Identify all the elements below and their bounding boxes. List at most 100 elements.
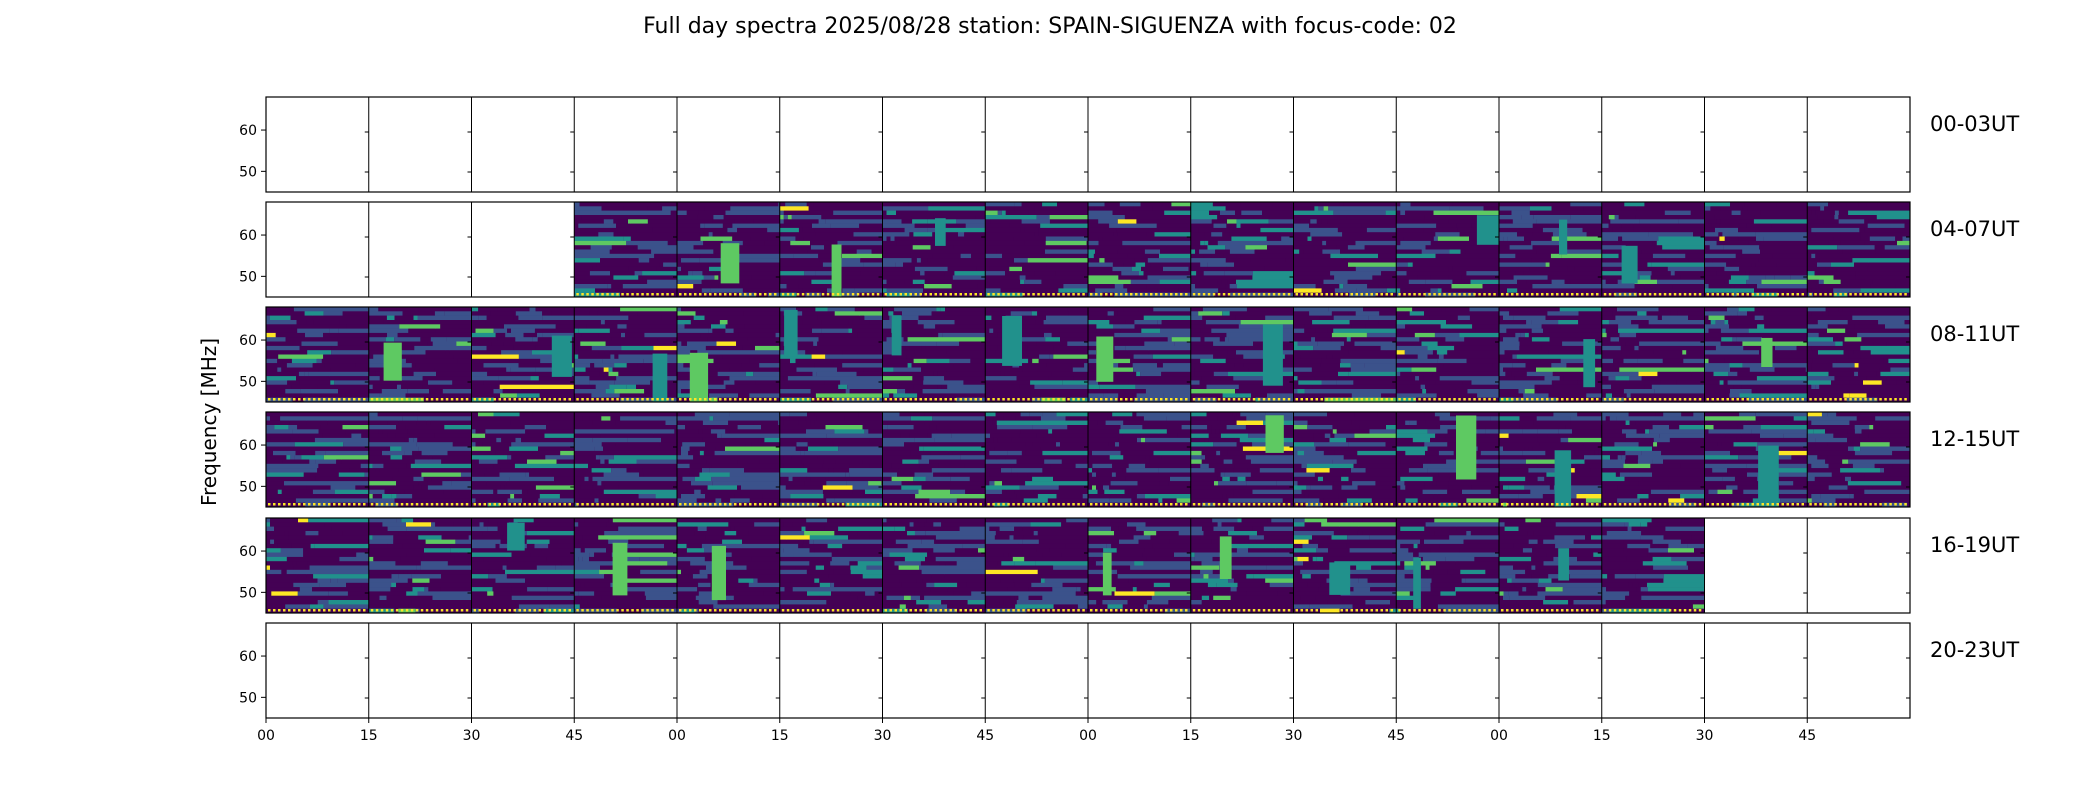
spectrum-cell (574, 307, 599, 312)
spectrum-cell (1077, 345, 1088, 351)
spectrum-cell (266, 328, 298, 334)
spectrum-cell (747, 337, 780, 342)
calibration-dot (1170, 293, 1173, 296)
spectrum-cell (1807, 284, 1819, 289)
spectrum-cell (1499, 227, 1543, 233)
spectrum-cell (1761, 288, 1808, 293)
spectrum-cell (916, 258, 921, 263)
spectrum-cell (1742, 249, 1761, 255)
spectrum-cell (1499, 210, 1512, 216)
spectrum-cell (688, 253, 701, 259)
spectrum-cell (1426, 397, 1499, 403)
calibration-dot (1458, 293, 1461, 296)
spectrum-cell (701, 288, 711, 293)
spectrum-cell (1211, 363, 1235, 368)
spectrum-cell (1708, 332, 1734, 338)
spectrum-cell (779, 416, 806, 421)
spectrum-cell (1237, 206, 1294, 211)
spectrum-cell (882, 397, 903, 403)
calibration-dot (1125, 503, 1128, 506)
spectrum-cell (677, 320, 691, 325)
calibration-dot (1746, 398, 1749, 401)
spectrum-cell (368, 389, 382, 394)
spectrum-cell (845, 472, 850, 478)
spectrum-cell (529, 472, 575, 478)
spectrum-cell (684, 262, 722, 268)
spectrum-cell (1033, 292, 1058, 298)
spectrum-cell (1547, 275, 1602, 280)
spectrum-cell (1103, 485, 1110, 490)
calibration-dot (333, 503, 336, 506)
spectrum-cell (1811, 363, 1833, 368)
spectrum-cell (1201, 376, 1221, 381)
spectrum-cell (1223, 459, 1233, 465)
spectrum-cell (618, 371, 677, 377)
spectrum-cell (1601, 341, 1611, 347)
spectrum-cell (1662, 206, 1705, 211)
spectrum-cell (1099, 279, 1131, 285)
spectrum-cell (1235, 389, 1270, 394)
calibration-dot (621, 293, 624, 296)
spectrum-cell (751, 275, 780, 280)
spectrum-cell (1515, 271, 1524, 276)
spectrum-cell (530, 481, 547, 486)
spectrum-panel (1087, 307, 1191, 403)
spectrum-cell (1662, 358, 1684, 364)
spectrum-cell (712, 328, 726, 334)
calibration-dot (796, 503, 800, 506)
spectrum-cell (621, 345, 654, 351)
calibration-dot (992, 503, 995, 506)
spectrum-cell (1873, 341, 1887, 347)
spectrum-cell (483, 363, 519, 368)
spectrum-cell (1099, 494, 1111, 499)
spectrum-cell (677, 389, 681, 394)
spectrum-cell (1092, 485, 1096, 490)
spectrum-cell (626, 240, 668, 246)
calibration-dot (1155, 503, 1158, 506)
spectrum-cell (589, 311, 598, 316)
spectrum-cell (1815, 232, 1861, 237)
spectrum-cell (1635, 215, 1705, 220)
spectrum-cell (701, 328, 709, 334)
spectrum-cell (710, 288, 743, 293)
spectrum-cell (574, 481, 598, 486)
spectrum-cell (1278, 485, 1294, 490)
spectrum-cell (296, 320, 307, 325)
spectrum-cell (1019, 271, 1035, 276)
spectrum-cell (540, 468, 575, 473)
spectrum-cell (1000, 371, 1005, 377)
spectrum-cell (779, 476, 789, 482)
spectrum-cell (827, 307, 855, 312)
calibration-dot (1160, 503, 1163, 506)
spectrum-cell (989, 284, 1025, 289)
spectrum-cell (510, 420, 550, 426)
spectrum-cell (1123, 262, 1136, 268)
spectrum-cell (383, 463, 407, 469)
calibration-dot (1571, 293, 1574, 296)
spectrum-cell (1506, 328, 1532, 334)
spectrum-cell (435, 328, 472, 334)
spectrum-cell (824, 245, 883, 250)
spectrum-cell (368, 420, 388, 426)
spectrum-cell (266, 433, 299, 439)
spectrum-cell (897, 389, 906, 394)
spectrum-cell (1379, 311, 1397, 316)
calibration-dot (380, 503, 384, 506)
spectrum-cell (985, 315, 992, 321)
spectrum-cell (1221, 279, 1228, 285)
spectrum-panel (1293, 202, 1397, 298)
spectrum-cell (819, 258, 836, 263)
spectrum-cell (471, 476, 510, 482)
spectrum-cell (1558, 393, 1587, 398)
spectrum-cell (896, 210, 916, 216)
spectrum-cell (417, 416, 472, 421)
calibration-dot (1859, 398, 1862, 401)
spectrum-cell (288, 425, 298, 430)
spectrum-cell (1224, 337, 1229, 342)
spectrum-cell (1726, 262, 1752, 268)
spectrum-cell (1140, 311, 1191, 316)
calibration-dot (1623, 293, 1627, 296)
spectrum-cell (1776, 202, 1808, 207)
spectrum-cell (790, 494, 824, 499)
spectrum-cell (929, 425, 937, 430)
